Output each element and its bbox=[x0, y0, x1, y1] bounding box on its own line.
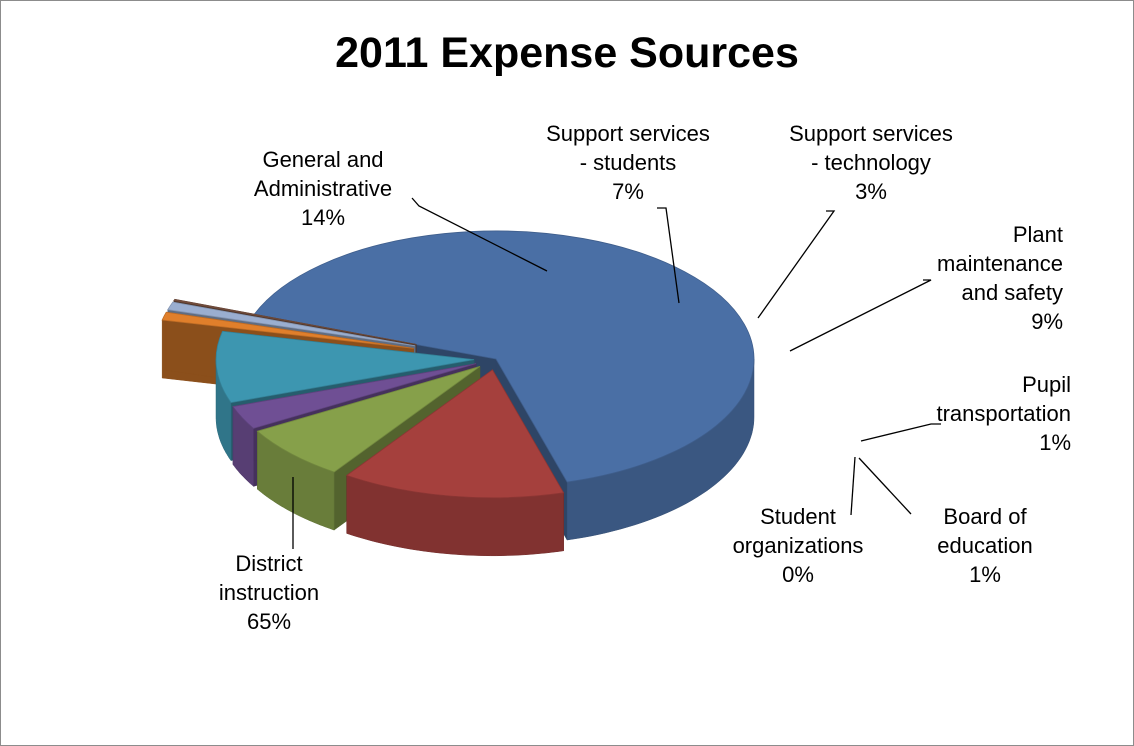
slice-top bbox=[345, 369, 565, 499]
data-label: General and Administrative 14% bbox=[254, 147, 392, 230]
data-label: Pupil transportation 1% bbox=[936, 372, 1071, 455]
data-label-line: Student bbox=[760, 504, 836, 529]
data-label: Student organizations 0% bbox=[733, 504, 864, 587]
data-label-line: instruction bbox=[219, 580, 319, 605]
data-label-line: education bbox=[937, 533, 1032, 558]
leader-line bbox=[858, 457, 912, 515]
data-label-line: District bbox=[235, 551, 302, 576]
data-label-line: Support services bbox=[789, 121, 953, 146]
leader-line bbox=[860, 423, 941, 442]
data-label-percent: 1% bbox=[969, 562, 1001, 587]
data-label-percent: 1% bbox=[1039, 430, 1071, 455]
data-label-line: Administrative bbox=[254, 176, 392, 201]
leader-line bbox=[757, 210, 836, 319]
data-label-percent: 7% bbox=[612, 179, 644, 204]
slice-top bbox=[167, 301, 416, 347]
data-label-percent: 0% bbox=[782, 562, 814, 587]
slice-top bbox=[252, 230, 755, 483]
data-label: Board of education 1% bbox=[937, 504, 1032, 587]
leader-line bbox=[657, 207, 680, 304]
data-label-line: maintenance bbox=[937, 251, 1063, 276]
data-label: Support services - technology 3% bbox=[789, 121, 953, 204]
slice-top bbox=[161, 311, 414, 349]
slice-top bbox=[232, 363, 477, 429]
data-label-line: and safety bbox=[961, 280, 1063, 305]
data-label-line: Support services bbox=[546, 121, 710, 146]
data-label-line: General and bbox=[262, 147, 383, 172]
data-label-percent: 14% bbox=[301, 205, 345, 230]
data-label-line: Board of bbox=[943, 504, 1027, 529]
slice-top bbox=[256, 366, 481, 473]
leader-line bbox=[789, 279, 932, 352]
data-label-line: Plant bbox=[1013, 222, 1063, 247]
chart-title: 2011 Expense Sources bbox=[335, 29, 799, 77]
slice-top bbox=[215, 330, 475, 404]
leader-line bbox=[411, 197, 548, 272]
data-label: Support services - students 7% bbox=[546, 121, 710, 204]
data-label: District instruction 65% bbox=[219, 551, 319, 634]
data-label-line: - technology bbox=[811, 150, 931, 175]
data-label-line: Pupil bbox=[1022, 372, 1071, 397]
slice-top bbox=[173, 298, 417, 345]
data-label: Plant maintenance and safety 9% bbox=[937, 222, 1063, 334]
data-label-percent: 9% bbox=[1031, 309, 1063, 334]
data-label-percent: 3% bbox=[855, 179, 887, 204]
data-label-percent: 65% bbox=[247, 609, 291, 634]
pie-slice bbox=[345, 368, 565, 557]
data-label-line: transportation bbox=[936, 401, 1071, 426]
data-label-line: - students bbox=[580, 150, 677, 175]
data-label-line: organizations bbox=[733, 533, 864, 558]
leader-line bbox=[850, 456, 856, 516]
